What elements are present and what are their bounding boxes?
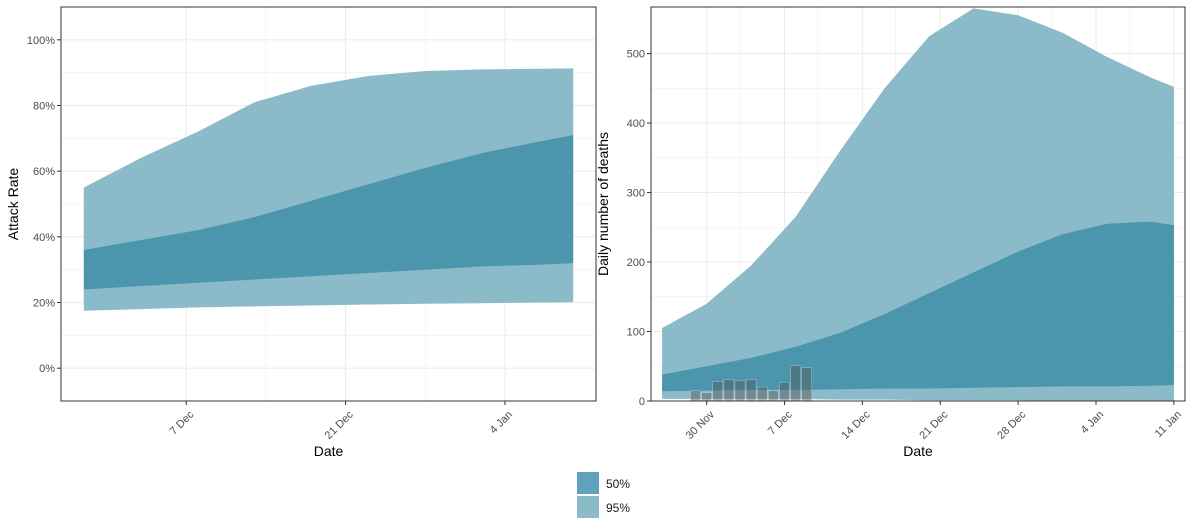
daily-deaths-panel: 0 100 200 300 400 500 30 Nov 7 Dec 14 Dec 21 Dec 2… (595, 6, 1186, 459)
deaths-observed-bar (790, 365, 801, 402)
attack-y-tick-label: 60% (33, 166, 55, 178)
attack-y-tick-label: 40% (33, 232, 55, 244)
deaths-x-tick-label: 14 Dec (839, 408, 872, 441)
attack-x-tick-label: 4 Jan (488, 409, 516, 437)
deaths-observed-bar (745, 379, 757, 402)
deaths-observed-bar (734, 380, 746, 402)
deaths-observed-bar (779, 381, 790, 402)
deaths-observed-bars (690, 365, 813, 402)
attack-x-axis-title: Date (314, 443, 344, 459)
deaths-observed-bar (768, 390, 779, 402)
deaths-panel-border (650, 6, 1186, 402)
attack-y-tick-label: 20% (33, 298, 55, 310)
attack-y-tick-label: 0% (39, 363, 55, 375)
deaths-x-tick-label: 4 Jan (1079, 409, 1107, 437)
deaths-y-tick-label: 400 (627, 118, 645, 130)
deaths-band-50 (662, 221, 1174, 392)
deaths-y-tick-label: 0 (639, 396, 645, 408)
deaths-y-axis-title: Daily number of deaths (595, 132, 611, 276)
attack-y-tick-label: 80% (33, 101, 55, 113)
deaths-y-tick-label: 300 (627, 188, 645, 200)
deaths-x-axis-title: Date (903, 443, 933, 459)
attack-y-tick-label: 100% (27, 35, 55, 47)
attack-rate-panel: 0% 20% 40% 60% 80% 100% 7 Dec 21 Dec 4 Jan Date At… (5, 6, 597, 459)
deaths-x-tick-label: 28 Dec (995, 408, 1028, 441)
deaths-observed-bar (712, 381, 724, 402)
deaths-observed-bar (801, 367, 813, 402)
legend-label-50: 50% (606, 477, 630, 491)
legend-swatch-95 (577, 496, 599, 518)
attack-x-tick-label: 21 Dec (323, 408, 356, 441)
deaths-x-tick-label: 11 Jan (1153, 409, 1184, 440)
deaths-y-tick-label: 500 (627, 49, 645, 61)
attack-band-50 (83, 135, 574, 290)
legend-swatch-50 (577, 472, 599, 494)
deaths-x-tick-label: 30 Nov (684, 408, 717, 441)
legend-label-95: 95% (606, 501, 630, 515)
attack-x-tick-label: 7 Dec (168, 408, 197, 437)
attack-y-axis-title: Attack Rate (5, 168, 21, 241)
legend: 50% 95% (577, 472, 630, 518)
deaths-x-tick-label: 7 Dec (766, 408, 795, 437)
deaths-x-tick-label: 21 Dec (917, 408, 950, 441)
deaths-observed-bar (690, 390, 701, 402)
deaths-y-tick-label: 100 (627, 327, 645, 339)
deaths-observed-bar (756, 386, 768, 402)
deaths-y-tick-label: 200 (627, 257, 645, 269)
deaths-observed-bar (701, 392, 712, 402)
attack-panel-border (60, 6, 597, 402)
deaths-observed-bar (723, 379, 735, 402)
